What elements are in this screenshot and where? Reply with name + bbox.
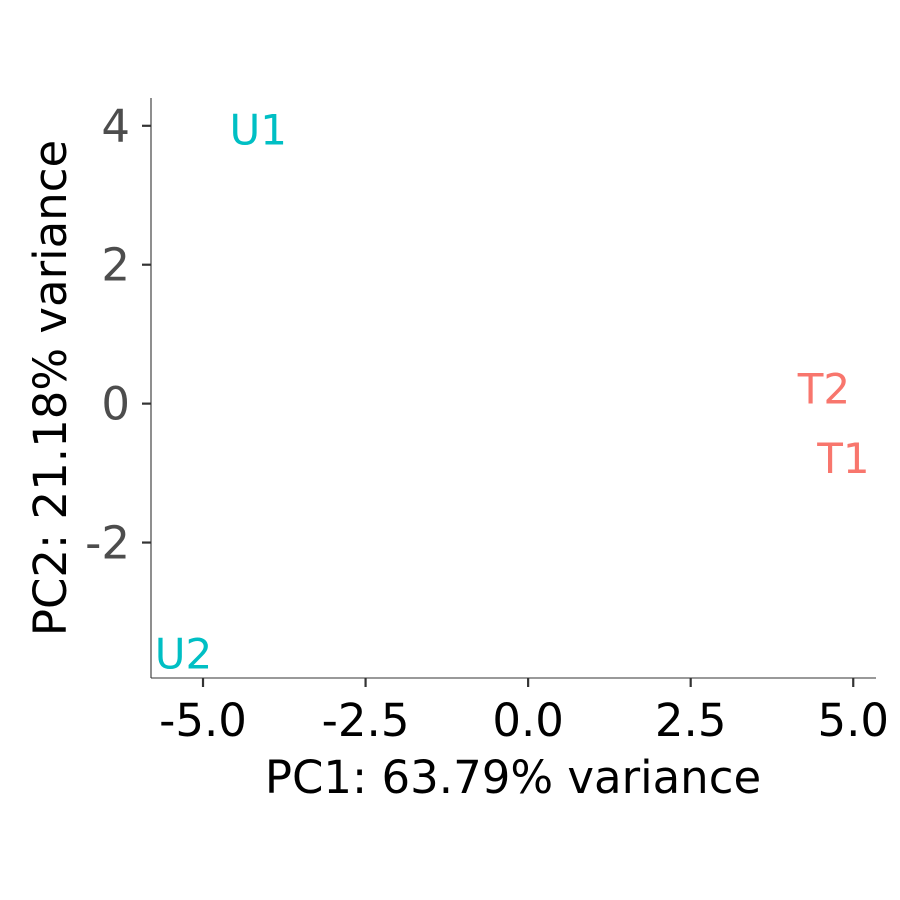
point-label-t2: T2: [797, 364, 850, 413]
x-tick-label: 0.0: [492, 694, 564, 747]
y-tick-label: -2: [85, 517, 130, 570]
y-axis-title: PC2: 21.18% variance: [24, 140, 77, 636]
y-tick-label: 4: [101, 100, 130, 153]
point-label-u2: U2: [155, 630, 212, 679]
y-tick-label: 2: [101, 239, 130, 292]
points-layer: U1 U2 T2 T1: [155, 105, 870, 678]
x-tick-label: -5.0: [159, 694, 247, 747]
x-tick-label: 5.0: [817, 694, 889, 747]
x-tick-label: -2.5: [322, 694, 410, 747]
point-label-t1: T1: [816, 434, 869, 483]
x-axis-title: PC1: 63.79% variance: [265, 751, 761, 804]
point-label-u1: U1: [230, 105, 287, 154]
y-tick-label: 0: [101, 378, 130, 431]
ticks-layer: -5.0 -2.5 0.0 2.5 5.0 4 2 0 -2: [85, 100, 889, 747]
x-tick-label: 2.5: [655, 694, 727, 747]
